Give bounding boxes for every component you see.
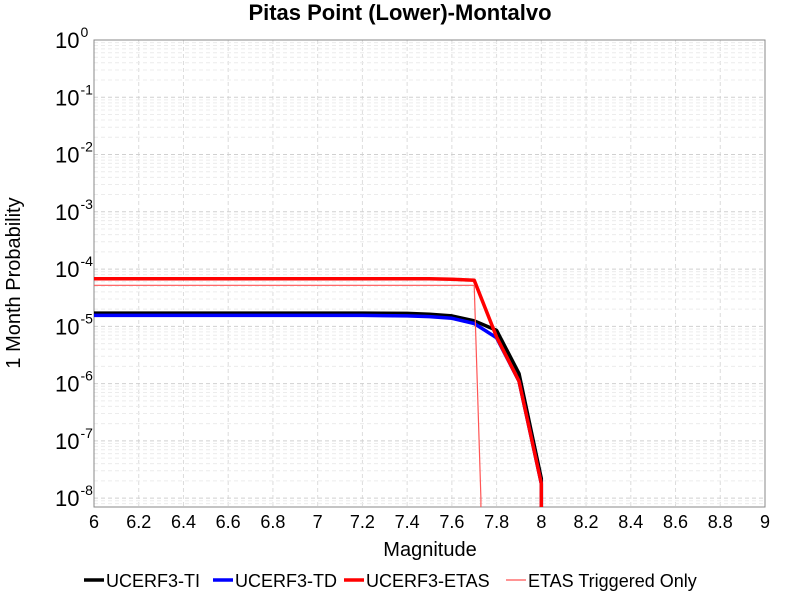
x-axis-ticks: 6 6.2 6.4 6.6 6.8 7 7.2 7.4 7.6 7.8 8 8.2 8.4 8.6 8.8 9 bbox=[89, 512, 770, 532]
x-tick-label: 7.2 bbox=[350, 512, 375, 532]
series-line-ucerf3-td bbox=[94, 313, 544, 507]
plot-area bbox=[93, 39, 766, 508]
y-tick-base: 10 bbox=[55, 429, 79, 454]
x-tick-label: 6 bbox=[89, 512, 99, 532]
y-tick-base: 10 bbox=[55, 372, 79, 397]
series-layer bbox=[94, 276, 544, 507]
series-line-ucerf3-etas bbox=[94, 276, 544, 507]
y-tick-label: 10-3 bbox=[55, 196, 93, 225]
y-tick-label: 100 bbox=[55, 24, 88, 53]
x-tick-label: 7 bbox=[313, 512, 323, 532]
grid bbox=[93, 39, 766, 508]
chart-title: Pitas Point (Lower)-Montalvo bbox=[248, 0, 551, 25]
y-tick-exponent: 0 bbox=[80, 24, 88, 40]
x-tick-label: 8 bbox=[536, 512, 546, 532]
y-tick-base: 10 bbox=[55, 143, 79, 168]
x-tick-label: 8.8 bbox=[708, 512, 733, 532]
y-tick-base: 10 bbox=[55, 257, 79, 282]
x-tick-label: 7.6 bbox=[439, 512, 464, 532]
y-tick-label: 10-7 bbox=[55, 425, 93, 454]
y-tick-exponent: -7 bbox=[80, 425, 93, 441]
y-tick-label: 10-4 bbox=[55, 253, 93, 282]
y-tick-exponent: -1 bbox=[80, 81, 93, 97]
legend-label: UCERF3-TD bbox=[235, 571, 337, 591]
y-tick-label: 10-1 bbox=[55, 81, 93, 110]
legend-label: UCERF3-TI bbox=[106, 571, 200, 591]
x-tick-label: 6.4 bbox=[171, 512, 196, 532]
x-tick-label: 8.2 bbox=[574, 512, 599, 532]
x-tick-label: 6.2 bbox=[126, 512, 151, 532]
y-axis-title: 1 Month Probability bbox=[3, 197, 25, 368]
y-tick-base: 10 bbox=[55, 28, 79, 53]
y-tick-exponent: -3 bbox=[80, 196, 93, 212]
x-tick-label: 7.8 bbox=[484, 512, 509, 532]
y-tick-exponent: -4 bbox=[80, 253, 93, 269]
y-tick-exponent: -2 bbox=[80, 139, 93, 155]
y-tick-base: 10 bbox=[55, 85, 79, 110]
y-tick-label: 10-8 bbox=[55, 482, 93, 511]
y-tick-exponent: -8 bbox=[80, 482, 93, 498]
y-tick-base: 10 bbox=[55, 486, 79, 511]
x-tick-label: 9 bbox=[760, 512, 770, 532]
y-tick-base: 10 bbox=[55, 200, 79, 225]
y-tick-exponent: -5 bbox=[80, 310, 93, 326]
legend: UCERF3-TI UCERF3-TD UCERF3-ETAS ETAS Trigge… bbox=[84, 571, 697, 591]
series-line-etas-triggered-only bbox=[94, 284, 482, 507]
x-tick-label: 7.4 bbox=[395, 512, 420, 532]
y-tick-label: 10-6 bbox=[55, 368, 93, 397]
legend-label: ETAS Triggered Only bbox=[528, 571, 697, 591]
y-tick-label: 10-5 bbox=[55, 310, 93, 339]
x-tick-label: 6.6 bbox=[216, 512, 241, 532]
y-tick-label: 10-2 bbox=[55, 139, 93, 168]
x-tick-label: 8.4 bbox=[618, 512, 643, 532]
x-tick-label: 8.6 bbox=[663, 512, 688, 532]
y-tick-base: 10 bbox=[55, 314, 79, 339]
x-axis-title: Magnitude bbox=[383, 539, 476, 561]
x-tick-label: 6.8 bbox=[260, 512, 285, 532]
legend-label: UCERF3-ETAS bbox=[366, 571, 490, 591]
y-tick-exponent: -6 bbox=[80, 368, 93, 384]
